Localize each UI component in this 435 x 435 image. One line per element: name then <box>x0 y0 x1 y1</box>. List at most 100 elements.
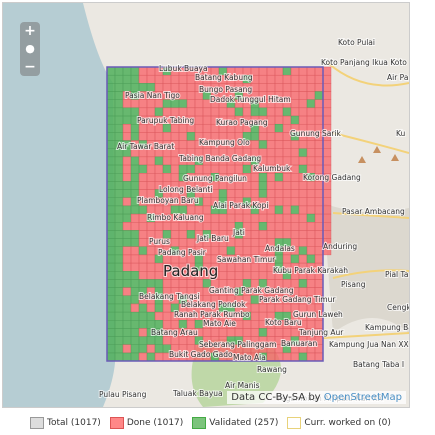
task-cell <box>314 181 324 190</box>
task-cell <box>218 222 228 231</box>
task-cell <box>122 132 132 141</box>
task-cell <box>314 74 324 84</box>
task-cell <box>146 99 156 109</box>
task-cell <box>154 164 164 174</box>
task-cell <box>122 205 132 215</box>
task-cell <box>186 74 196 84</box>
task-cell <box>138 311 148 321</box>
legend-label: Total (1017) <box>47 418 101 428</box>
task-cell <box>282 254 292 264</box>
task-cell <box>282 222 292 231</box>
task-cell <box>130 107 140 117</box>
task-cell <box>266 140 276 149</box>
task-cell <box>226 246 236 256</box>
task-cell <box>322 205 332 215</box>
task-cell <box>114 336 124 345</box>
attribution-link[interactable]: OpenStreetMap <box>323 392 402 403</box>
legend-swatch <box>30 417 44 429</box>
place-label: Gunung Pangilun <box>183 174 247 183</box>
task-cell <box>314 238 324 247</box>
task-cell <box>130 66 140 76</box>
task-cell <box>162 173 172 182</box>
task-cell <box>154 311 164 321</box>
task-cell <box>146 336 156 345</box>
task-cell <box>290 173 300 182</box>
task-cell <box>298 181 308 190</box>
place-label: Ku <box>396 129 406 138</box>
zoom-control: + ● − <box>20 22 40 76</box>
task-cell <box>106 246 116 256</box>
task-cell <box>314 148 324 158</box>
place-label: Air Pa <box>387 73 408 82</box>
task-cell <box>114 222 124 231</box>
task-cell <box>154 99 164 109</box>
task-cell <box>146 181 156 190</box>
place-label: Rimbo Kaluang <box>147 213 204 222</box>
task-cell <box>258 173 268 182</box>
task-cell <box>138 344 148 354</box>
task-cell <box>162 74 172 84</box>
task-cell <box>322 230 332 239</box>
task-cell <box>114 279 124 288</box>
task-cell <box>130 99 140 109</box>
task-cell <box>122 99 132 109</box>
task-cell <box>322 213 332 223</box>
task-cell <box>106 156 116 166</box>
task-cell <box>290 352 300 362</box>
task-cell <box>138 328 148 337</box>
task-cell <box>290 181 300 190</box>
task-cell <box>226 107 236 117</box>
zoom-out-button[interactable]: − <box>24 59 36 75</box>
place-label: Parupuk Tabing <box>137 116 194 125</box>
task-cell <box>282 328 292 337</box>
task-cell <box>178 107 188 117</box>
place-label: Pasar Ambacang <box>342 207 405 216</box>
task-cell <box>282 189 292 198</box>
task-cell <box>274 181 284 190</box>
task-cell <box>170 336 180 345</box>
task-cell <box>258 328 268 337</box>
task-cell <box>218 213 228 223</box>
task-cell <box>122 164 132 174</box>
task-cell <box>186 336 196 345</box>
task-grid <box>106 66 332 362</box>
task-cell <box>106 328 116 337</box>
task-cell <box>298 91 308 100</box>
task-cell <box>322 140 332 149</box>
task-cell <box>314 205 324 215</box>
map[interactable]: Koto Pulai Lubuk Buaya Koto Panjang Ikua K… <box>2 2 410 408</box>
task-cell <box>210 246 220 256</box>
task-cell <box>322 91 332 100</box>
place-label: Jati Baru <box>196 234 229 243</box>
layer-button[interactable]: ● <box>25 42 35 55</box>
task-cell <box>122 303 132 313</box>
task-cell <box>282 303 292 313</box>
task-cell <box>114 238 124 247</box>
task-cell <box>122 336 132 345</box>
task-cell <box>106 66 116 76</box>
task-cell <box>170 164 180 174</box>
task-cell <box>266 303 276 313</box>
task-cell <box>162 222 172 231</box>
task-cell <box>114 74 124 84</box>
task-cell <box>138 336 148 345</box>
task-cell <box>250 246 260 256</box>
task-cell <box>138 181 148 190</box>
task-cell <box>130 164 140 174</box>
task-cell <box>274 254 284 264</box>
task-cell <box>106 213 116 223</box>
task-cell <box>130 222 140 231</box>
task-cell <box>122 115 132 125</box>
legend: Total (1017) Done (1017) Validated (257)… <box>30 417 391 429</box>
task-cell <box>314 352 324 362</box>
task-cell <box>114 320 124 329</box>
zoom-in-button[interactable]: + <box>24 23 36 39</box>
task-cell <box>138 132 148 141</box>
place-label: Kampung Jua Nan XX <box>329 340 409 349</box>
task-cell <box>138 279 148 288</box>
task-cell <box>146 107 156 117</box>
task-cell <box>314 156 324 166</box>
task-cell <box>122 352 132 362</box>
task-cell <box>202 107 212 117</box>
task-cell <box>322 189 332 198</box>
